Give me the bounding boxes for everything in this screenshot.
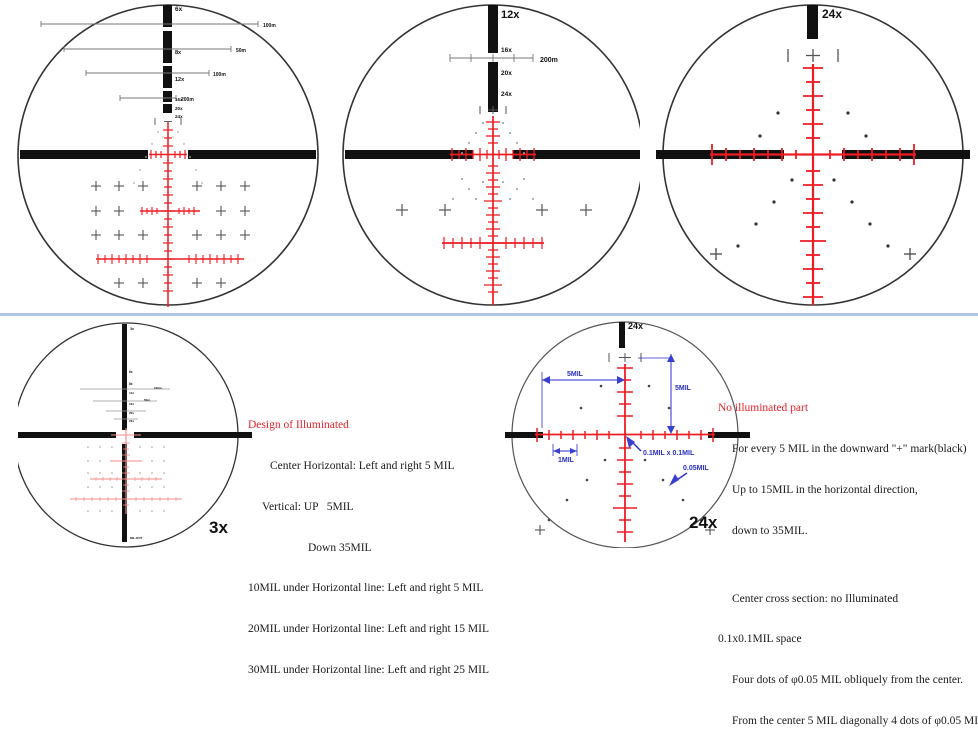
ranging-bars bbox=[80, 388, 170, 420]
non-illuminated-line-1: Up to 15MIL in the horizontal direction, bbox=[732, 483, 918, 496]
reticle-top-left: 6x 8x 12x 16x 20x 24x 100m 50m 100m 200m bbox=[8, 2, 326, 310]
mag-label-24x: 24x bbox=[822, 7, 842, 21]
thick-posts bbox=[345, 5, 640, 159]
label-1mil: 1MIL bbox=[558, 457, 575, 464]
section-divider bbox=[0, 313, 978, 316]
label-dot-size: 0.05MIL bbox=[683, 465, 709, 472]
range-tick-caps bbox=[40, 21, 259, 101]
bottom-micro-label: MIL-DOT bbox=[130, 536, 143, 540]
range-label-2: 50m bbox=[144, 398, 150, 402]
reticle-top-right: 24x bbox=[648, 2, 973, 310]
black-dot-field bbox=[547, 384, 703, 522]
mag-label-12x: 12x bbox=[175, 77, 185, 83]
reticle-bottom-left: 3x 6x 8x 12x 16x 20x 24x 100m 50m MIL-DO… bbox=[18, 318, 253, 548]
range-label-100m: 100m bbox=[213, 72, 226, 78]
thick-posts bbox=[505, 322, 750, 438]
range-label-1: 100m bbox=[154, 386, 162, 390]
non-illuminated-line-6: Four dots of φ0.05 MIL obliquely from th… bbox=[732, 674, 964, 687]
reticle-bottom-center: 24x bbox=[505, 318, 750, 548]
mag-label-b: 8x bbox=[129, 382, 133, 386]
upper-bracket bbox=[608, 353, 642, 362]
dimension-1mil: 1MIL bbox=[552, 444, 578, 464]
corner-label-3x: 3x bbox=[209, 518, 228, 537]
illuminated-reticle bbox=[70, 428, 182, 514]
illuminated-line-2: Down 35MIL bbox=[308, 541, 372, 554]
illuminated-design-text: Design of Illuminated Center Horizontal:… bbox=[248, 392, 489, 705]
dot-grid bbox=[87, 446, 165, 512]
corner-label-24x: 24x bbox=[689, 513, 718, 532]
mag-label-20x: 20x bbox=[501, 70, 512, 77]
non-illuminated-line-5: 0.1x0.1MIL space bbox=[718, 633, 802, 646]
black-dot-field bbox=[736, 111, 890, 248]
range-label-200m: 200m bbox=[181, 97, 194, 103]
mag-label-e: 20x bbox=[129, 411, 134, 415]
thick-posts bbox=[20, 5, 316, 159]
mag-label-a: 6x bbox=[129, 370, 133, 374]
ranging-bars bbox=[41, 23, 258, 99]
illuminated-line-1: Vertical: UP 5MIL bbox=[262, 500, 354, 513]
mag-label-12x: 12x bbox=[501, 9, 520, 21]
dimension-5mil-vertical: 5MIL bbox=[638, 354, 692, 434]
label-5mil-horizontal: 5MIL bbox=[567, 371, 584, 378]
non-illuminated-line-0: For every 5 MIL in the downward "+" mark… bbox=[732, 442, 967, 455]
illuminated-line-0: Center Horizontal: Left and right 5 MIL bbox=[270, 459, 455, 472]
mag-label-24x: 24x bbox=[501, 91, 512, 98]
non-illuminated-text: No illuminated part For every 5 MIL in t… bbox=[718, 375, 978, 756]
non-illuminated-heading: No illuminated part bbox=[718, 402, 809, 415]
illuminated-heading: Design of Illuminated bbox=[248, 419, 349, 432]
thick-posts bbox=[18, 324, 252, 542]
mag-label-16x: 16x bbox=[501, 47, 512, 54]
mag-label-d: 16x bbox=[129, 402, 134, 406]
callout-dot-size: 0.05MIL bbox=[669, 465, 709, 486]
non-illuminated-line-7: From the center 5 MIL diagonally 4 dots … bbox=[732, 714, 978, 727]
mag-label-16x: 16x bbox=[175, 97, 183, 102]
label-5mil-vertical: 5MIL bbox=[675, 385, 692, 392]
illuminated-line-5: 30MIL under Horizontal line: Left and ri… bbox=[248, 663, 490, 676]
upper-bracket bbox=[787, 49, 839, 62]
mag-label-24x: 24x bbox=[175, 114, 183, 119]
mag-label-8x: 8x bbox=[175, 50, 182, 56]
mag-label-c: 12x bbox=[129, 391, 134, 395]
mag-label-24x: 24x bbox=[628, 321, 643, 331]
upper-bracket bbox=[154, 118, 182, 125]
illuminated-reticle bbox=[710, 64, 916, 305]
dimension-5mil-horizontal: 5MIL bbox=[541, 371, 625, 428]
callout-center-box: 0.1MIL x 0.1MIL bbox=[626, 436, 695, 457]
diagonal-dot-field bbox=[452, 122, 534, 200]
mag-label-3x-top: 3x bbox=[130, 327, 134, 331]
non-illuminated-line-2: down to 35MIL. bbox=[732, 524, 808, 537]
range-label-a: 100m bbox=[263, 23, 276, 29]
ranging-bar bbox=[449, 54, 534, 62]
illuminated-reticle bbox=[96, 122, 244, 307]
range-label-200m: 200m bbox=[540, 57, 558, 64]
diagonal-dot-field bbox=[133, 131, 203, 184]
label-center-box: 0.1MIL x 0.1MIL bbox=[643, 450, 695, 457]
black-plus-grid bbox=[396, 204, 592, 216]
mag-label-20x: 20x bbox=[175, 106, 183, 111]
mag-label-f: 24x bbox=[129, 419, 134, 423]
mag-label-6x: 6x bbox=[175, 6, 183, 13]
non-illuminated-line-4: Center cross section: no Illuminated bbox=[732, 592, 899, 605]
black-plus-grid bbox=[91, 181, 250, 288]
range-label-50m: 50m bbox=[236, 48, 247, 54]
illuminated-reticle bbox=[442, 116, 544, 305]
black-plus-marks bbox=[535, 525, 715, 535]
illuminated-line-3: 10MIL under Horizontal line: Left and ri… bbox=[248, 582, 484, 595]
reticle-top-center: 12x 16x 20x 24x 200m bbox=[340, 2, 640, 310]
black-plus-marks bbox=[710, 248, 916, 260]
illuminated-line-4: 20MIL under Horizontal line: Left and ri… bbox=[248, 623, 490, 636]
illuminated-reticle bbox=[535, 364, 715, 542]
reticle-diagram-page: 6x 8x 12x 16x 20x 24x 100m 50m 100m 200m bbox=[0, 2, 978, 727]
upper-bracket bbox=[479, 106, 507, 114]
